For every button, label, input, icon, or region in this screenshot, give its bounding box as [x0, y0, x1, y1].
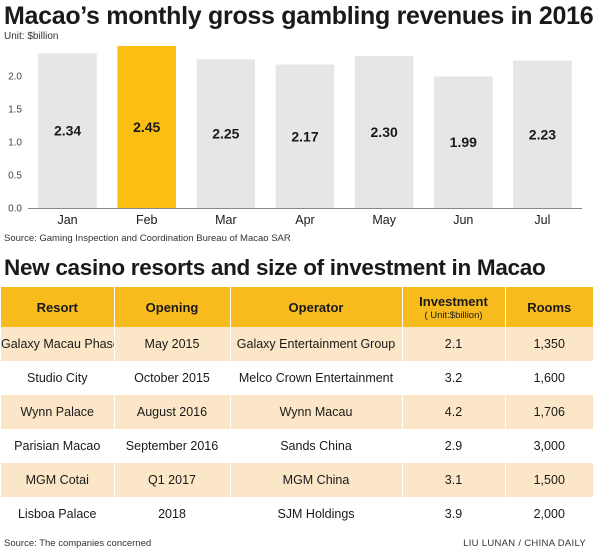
- header-operator: Operator: [230, 287, 403, 327]
- bar: [275, 64, 335, 208]
- cell-rooms: 2,000: [505, 497, 593, 531]
- x-tick-label: Jan: [57, 213, 77, 227]
- revenue-bar-chart: 0.0 0.5 1.0 1.5 2.0 2.34 Jan 2.45 Feb 2.25 Mar 2.17…: [8, 46, 582, 227]
- table-row: Galaxy Macau Phase 2 May 2015 Galaxy Ent…: [1, 327, 593, 361]
- header-investment: Investment ( Unit:$billion): [402, 287, 506, 327]
- bar-value-label: 2.23: [529, 126, 556, 142]
- bar-value-label: 2.17: [291, 128, 318, 144]
- cell-resort: Lisboa Palace: [1, 497, 115, 531]
- bar-value-label: 2.34: [54, 123, 81, 139]
- y-tick-label: 0.0: [8, 204, 22, 215]
- cell-opening: 2018: [114, 497, 231, 531]
- cell-rooms: 1,706: [505, 395, 593, 429]
- x-tick-label: Feb: [136, 213, 158, 227]
- table-title: New casino resorts and size of investmen…: [4, 255, 546, 280]
- y-tick-label: 0.5: [8, 170, 22, 181]
- cell-investment: 2.9: [402, 429, 506, 463]
- cell-resort: Wynn Palace: [1, 395, 115, 429]
- cell-investment: 3.1: [402, 463, 506, 497]
- chart-title: Macao’s monthly gross gambling revenues …: [4, 2, 594, 30]
- table-source: Source: The companies concerned: [4, 538, 152, 549]
- header-rooms: Rooms: [505, 287, 593, 327]
- table-row: Parisian Macao September 2016 Sands Chin…: [1, 429, 593, 463]
- table-header-row: Resort Opening Operator Investment ( Uni…: [1, 287, 593, 327]
- cell-opening: August 2016: [114, 395, 231, 429]
- header-investment-unit: ( Unit:$billion): [424, 309, 483, 321]
- cell-investment: 2.1: [402, 327, 506, 361]
- cell-rooms: 1,500: [505, 463, 593, 497]
- cell-rooms: 1,600: [505, 361, 593, 395]
- cell-operator: SJM Holdings: [230, 497, 403, 531]
- cell-operator: Melco Crown Entertainment: [230, 361, 403, 395]
- bar: [38, 53, 97, 208]
- cell-investment: 3.9: [402, 497, 506, 531]
- cell-operator: Sands China: [230, 429, 403, 463]
- cell-investment: 3.2: [402, 361, 506, 395]
- x-tick-label: Jul: [534, 213, 550, 227]
- cell-operator: MGM China: [230, 463, 403, 497]
- bar-value-label: 2.30: [371, 124, 398, 140]
- cell-opening: October 2015: [114, 361, 231, 395]
- x-tick-label: Jun: [453, 213, 473, 227]
- bar: [196, 59, 256, 208]
- table-row: MGM Cotai Q1 2017 MGM China 3.1 1,500: [1, 463, 593, 497]
- resorts-table: Resort Opening Operator Investment ( Uni…: [1, 287, 593, 531]
- cell-opening: September 2016: [114, 429, 231, 463]
- header-investment-label: Investment: [419, 293, 488, 309]
- cell-resort: Studio City: [1, 361, 115, 395]
- x-tick-label: May: [372, 213, 396, 227]
- x-tick-label: Mar: [215, 213, 237, 227]
- bar-value-label: 2.45: [133, 119, 160, 135]
- table-row: Wynn Palace August 2016 Wynn Macau 4.2 1…: [1, 395, 593, 429]
- chart-source: Source: Gaming Inspection and Coordinati…: [4, 233, 291, 244]
- unit-label: Unit: $billion: [4, 31, 59, 42]
- cell-resort: Parisian Macao: [1, 429, 115, 463]
- cell-rooms: 1,350: [505, 327, 593, 361]
- cell-opening: Q1 2017: [114, 463, 231, 497]
- y-tick-label: 1.5: [8, 104, 22, 115]
- credit-line: LIU LUNAN / CHINA DAILY: [463, 538, 586, 549]
- cell-rooms: 3,000: [505, 429, 593, 463]
- header-resort: Resort: [1, 287, 115, 327]
- bar: [434, 76, 493, 208]
- table-row: Studio City October 2015 Melco Crown Ent…: [1, 361, 593, 395]
- bar-value-label: 1.99: [450, 134, 477, 150]
- cell-operator: Wynn Macau: [230, 395, 403, 429]
- bar: [117, 46, 176, 208]
- bar: [354, 55, 414, 208]
- bar-value-label: 2.25: [212, 126, 239, 142]
- cell-opening: May 2015: [114, 327, 231, 361]
- cell-resort: MGM Cotai: [1, 463, 115, 497]
- table-row: Lisboa Palace 2018 SJM Holdings 3.9 2,00…: [1, 497, 593, 531]
- cell-investment: 4.2: [402, 395, 506, 429]
- cell-operator: Galaxy Entertainment Group: [230, 327, 403, 361]
- y-tick-label: 1.0: [8, 137, 22, 148]
- y-tick-label: 2.0: [8, 71, 22, 82]
- header-opening: Opening: [114, 287, 231, 327]
- cell-resort: Galaxy Macau Phase 2: [1, 327, 115, 361]
- x-tick-label: Apr: [295, 213, 314, 227]
- bar: [513, 60, 572, 208]
